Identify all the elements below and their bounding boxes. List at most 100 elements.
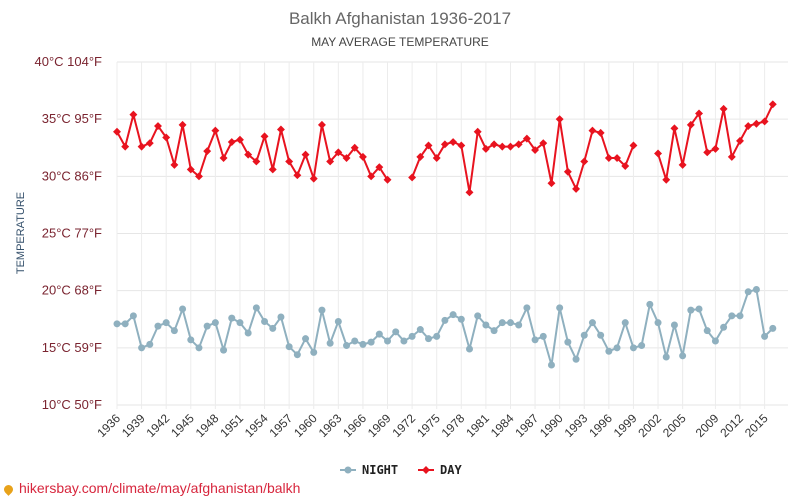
night-point[interactable] — [375, 330, 383, 338]
day-point[interactable] — [342, 154, 351, 162]
day-point[interactable] — [416, 152, 425, 161]
day-point[interactable] — [137, 142, 146, 151]
source-footer[interactable]: hikersbay.com/climate/may/afghanistan/ba… — [2, 480, 301, 496]
night-point[interactable] — [629, 344, 637, 352]
night-point[interactable] — [195, 344, 203, 352]
day-point[interactable] — [736, 136, 744, 145]
night-point[interactable] — [761, 332, 769, 340]
night-point[interactable] — [588, 319, 596, 327]
day-point[interactable] — [154, 122, 162, 130]
night-point[interactable] — [482, 321, 490, 329]
day-point[interactable] — [129, 110, 138, 119]
day-point[interactable] — [596, 128, 605, 137]
day-point[interactable] — [572, 184, 581, 193]
night-point[interactable] — [154, 322, 162, 330]
night-point[interactable] — [490, 327, 498, 335]
day-point[interactable] — [547, 179, 556, 188]
night-point[interactable] — [449, 311, 457, 319]
night-point[interactable] — [679, 352, 687, 360]
day-point[interactable] — [367, 172, 376, 181]
day-point[interactable] — [326, 157, 335, 166]
night-point[interactable] — [572, 355, 580, 363]
night-point[interactable] — [498, 319, 506, 327]
night-point[interactable] — [359, 340, 367, 348]
day-point[interactable] — [449, 138, 458, 146]
night-point[interactable] — [326, 339, 334, 347]
night-point[interactable] — [597, 331, 605, 339]
day-point[interactable] — [481, 144, 490, 153]
day-point[interactable] — [260, 132, 269, 141]
day-point[interactable] — [113, 127, 121, 136]
day-point[interactable] — [662, 175, 671, 184]
night-point[interactable] — [465, 345, 473, 353]
day-point[interactable] — [293, 171, 302, 180]
night-point[interactable] — [334, 318, 342, 326]
day-point[interactable] — [350, 143, 359, 152]
day-point[interactable] — [629, 141, 638, 150]
day-point[interactable] — [334, 148, 343, 157]
night-point[interactable] — [720, 323, 728, 331]
day-point[interactable] — [170, 160, 179, 169]
night-point[interactable] — [277, 313, 285, 321]
day-point[interactable] — [744, 122, 753, 130]
day-point[interactable] — [121, 142, 130, 151]
night-point[interactable] — [613, 344, 621, 352]
night-point[interactable] — [408, 332, 416, 340]
night-point[interactable] — [531, 336, 539, 344]
day-point[interactable] — [711, 144, 720, 153]
night-point[interactable] — [556, 304, 564, 312]
day-point[interactable] — [703, 148, 712, 157]
day-point[interactable] — [752, 119, 761, 128]
day-point[interactable] — [301, 150, 310, 159]
night-point[interactable] — [187, 336, 195, 344]
day-point[interactable] — [465, 188, 474, 197]
day-point[interactable] — [678, 160, 687, 169]
night-point[interactable] — [302, 335, 310, 343]
day-point[interactable] — [588, 126, 597, 135]
night-point[interactable] — [113, 320, 121, 328]
night-point[interactable] — [654, 319, 662, 327]
day-point[interactable] — [375, 163, 384, 172]
night-point[interactable] — [285, 343, 293, 351]
day-point[interactable] — [604, 154, 613, 162]
day-point[interactable] — [727, 152, 736, 161]
night-point[interactable] — [564, 338, 572, 346]
day-point[interactable] — [358, 152, 367, 161]
night-point[interactable] — [236, 319, 244, 327]
night-point[interactable] — [211, 319, 219, 327]
night-point[interactable] — [179, 305, 187, 313]
night-point[interactable] — [711, 337, 719, 345]
night-point[interactable] — [744, 288, 752, 296]
night-point[interactable] — [269, 324, 277, 332]
day-point[interactable] — [563, 167, 572, 176]
day-point[interactable] — [227, 138, 236, 146]
night-point[interactable] — [728, 312, 736, 320]
night-point[interactable] — [146, 340, 154, 348]
day-point[interactable] — [670, 124, 679, 133]
night-point[interactable] — [621, 319, 629, 327]
night-point[interactable] — [580, 331, 588, 339]
day-point[interactable] — [432, 154, 441, 162]
day-point[interactable] — [522, 134, 531, 143]
night-point[interactable] — [318, 306, 326, 314]
legend-item-night[interactable]: NIGHT — [340, 463, 398, 477]
source-link[interactable]: hikersbay.com/climate/may/afghanistan/ba… — [19, 480, 301, 496]
day-point[interactable] — [145, 139, 154, 148]
night-point[interactable] — [261, 318, 269, 326]
day-point[interactable] — [219, 154, 228, 162]
day-point[interactable] — [317, 120, 326, 129]
day-point[interactable] — [408, 173, 417, 182]
day-point[interactable] — [498, 142, 507, 151]
night-point[interactable] — [170, 327, 178, 335]
day-point[interactable] — [162, 133, 171, 142]
night-point[interactable] — [367, 338, 375, 346]
day-point[interactable] — [195, 172, 203, 181]
legend-item-day[interactable]: DAY — [418, 463, 462, 477]
day-point[interactable] — [580, 157, 589, 166]
day-point[interactable] — [531, 146, 540, 154]
night-point[interactable] — [343, 342, 351, 350]
night-point[interactable] — [769, 324, 777, 332]
night-point[interactable] — [392, 328, 400, 336]
night-point[interactable] — [752, 286, 760, 294]
night-point[interactable] — [736, 312, 744, 320]
